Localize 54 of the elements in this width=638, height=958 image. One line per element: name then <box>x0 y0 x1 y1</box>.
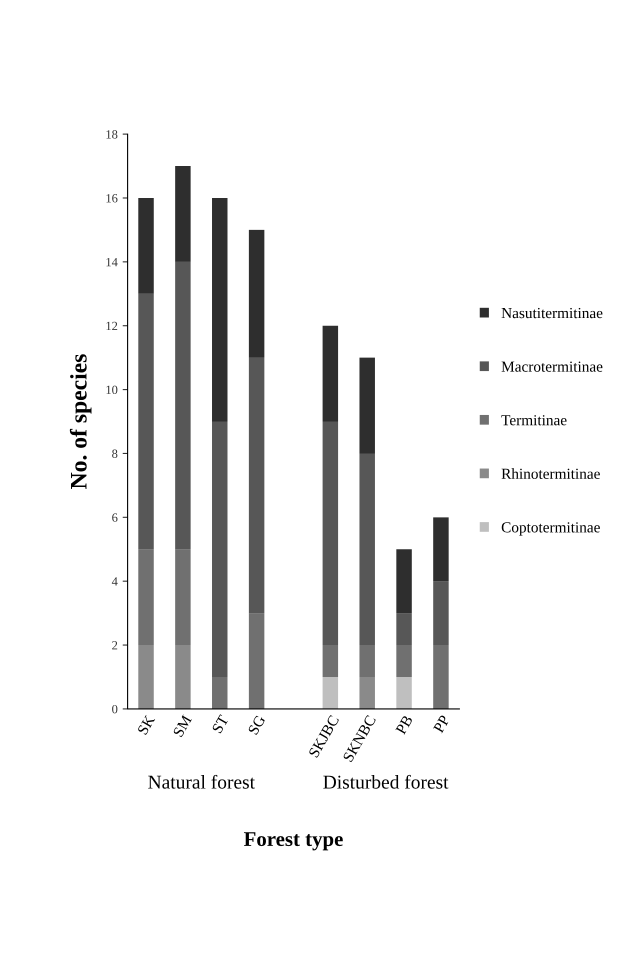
bar <box>175 645 191 709</box>
y-tick-label: 16 <box>106 194 118 202</box>
legend-label: Coptotermitinae <box>502 522 600 536</box>
bar <box>359 676 375 709</box>
bar <box>175 262 191 550</box>
legend-label: Macrotermitinae <box>502 362 602 372</box>
bar <box>175 549 191 646</box>
bar <box>322 645 338 677</box>
text: Natural forest <box>148 774 255 789</box>
bar <box>359 453 375 646</box>
y-tick-label: 12 <box>106 322 118 330</box>
legend-label: Rhinotermitinae <box>502 468 600 479</box>
bar <box>433 517 449 582</box>
y-tick-label: 10 <box>106 386 118 394</box>
bar <box>396 645 412 677</box>
y-tick-label: 8 <box>112 449 118 458</box>
legend-label: Termitinae <box>501 415 567 426</box>
bar <box>359 358 375 454</box>
y-tick-label: 18 <box>106 130 118 139</box>
legend-label: Nasutitermitinae <box>502 308 602 318</box>
x-tick-label: SK <box>137 714 156 736</box>
bar <box>212 676 228 709</box>
bar <box>359 645 375 677</box>
y-tick-label: 2 <box>112 641 118 650</box>
bar <box>138 198 154 294</box>
bar <box>396 613 412 646</box>
x-axis-title: Forest type <box>244 832 343 850</box>
bar <box>322 676 338 709</box>
bar <box>433 581 449 646</box>
x-tick-label: PP <box>433 714 450 734</box>
bar <box>396 676 412 709</box>
y-tick-label: 0 <box>112 704 118 714</box>
y-axis-title: No. of species <box>70 354 92 489</box>
bar <box>138 645 154 709</box>
bar <box>433 645 449 709</box>
bar <box>138 294 154 550</box>
bar <box>175 166 191 262</box>
bar <box>322 326 338 422</box>
bar <box>396 549 412 614</box>
y-tick-label: 6 <box>112 513 118 522</box>
bar <box>248 358 264 614</box>
x-tick-label: ST <box>212 714 229 734</box>
x-tick-label: SM <box>172 714 192 738</box>
text: Disturbed forest <box>323 774 448 789</box>
x-tick-label: PB <box>395 714 413 735</box>
x-tick-label: SG <box>248 714 266 736</box>
bar <box>138 549 154 646</box>
bar <box>212 422 228 677</box>
bar <box>248 230 264 358</box>
y-tick-label: 14 <box>106 258 118 266</box>
bar <box>322 422 338 646</box>
bar <box>212 198 228 422</box>
y-tick-label: 4 <box>112 577 118 586</box>
bar <box>248 613 264 709</box>
